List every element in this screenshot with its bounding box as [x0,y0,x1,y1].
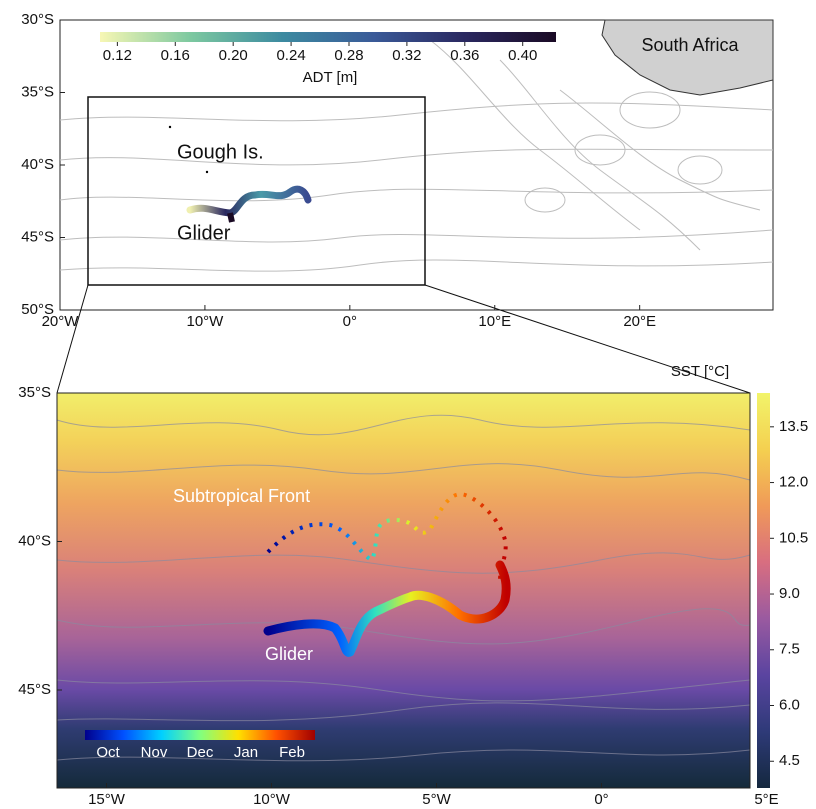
colorbar-tick-label: 4.5 [779,752,800,769]
time-label: Dec [187,744,214,761]
y-tick-label: 50°S [21,301,54,318]
colorbar [85,730,315,740]
glider-track [263,560,511,657]
sst-field [57,393,750,788]
bottom-map: Subtropical Front Glider SST [°C] [56,363,751,789]
colorbar-tick-label: 0.24 [276,47,305,64]
track-label: Glider [177,222,231,244]
x-tick-label: 5°W [422,791,451,804]
zoom-line [56,284,89,394]
colorbar-tick-label: 0.36 [450,47,479,64]
colorbar-tick-label: 0.12 [103,47,132,64]
land-label: South Africa [641,35,739,55]
colorbar-tick-label: 12.0 [779,474,808,491]
colorbar [100,32,556,42]
x-tick-label: 5°E [754,791,778,804]
colorbar-tick-label: 9.0 [779,585,800,602]
colorbar-tick-label: 10.5 [779,529,808,546]
front-label: Subtropical Front [173,486,310,506]
x-tick-label: 10°W [186,313,224,330]
adt-glider-track [186,185,312,217]
y-tick-label: 45°S [18,681,51,698]
y-tick-label: 40°S [21,156,54,173]
time-label: Nov [141,744,168,761]
colorbar-tick-label: 6.0 [779,696,800,713]
colorbar-tick-label: 7.5 [779,641,800,658]
y-tick-label: 35°S [18,384,51,401]
sst-contours [56,414,751,762]
top-map: South Africa Gough Is. Glider ADT [m] [59,19,774,311]
zoom-line [424,284,751,394]
colorbar-tick-label: 0.20 [219,47,248,64]
island-dot [168,125,172,129]
track-label: Glider [265,644,313,664]
x-tick-label: 0° [343,313,357,330]
time-label: Jan [234,744,258,761]
y-tick-label: 35°S [21,83,54,100]
x-tick-label: 20°E [623,313,656,330]
x-tick-label: 10°W [253,791,291,804]
glider-stars [266,492,508,581]
island-label: Gough Is. [177,141,264,163]
y-tick-label: 45°S [21,228,54,245]
colorbar-tick-label: 0.32 [392,47,421,64]
colorbar-tick-label: 0.40 [508,47,537,64]
island-dot [205,170,209,174]
y-tick-label: 40°S [18,532,51,549]
colorbar [757,393,770,788]
colorbar-tick-label: 0.28 [334,47,363,64]
x-tick-label: 15°W [88,791,126,804]
x-tick-label: 0° [594,791,608,804]
x-tick-label: 10°E [478,313,511,330]
colorbar-label: ADT [m] [303,69,358,86]
x-tick-label: 20°W [42,313,80,330]
y-tick-label: 30°S [21,11,54,28]
colorbar-label: SST [°C] [671,363,729,380]
colorbar-tick-label: 13.5 [779,418,808,435]
inset-box [87,96,426,286]
colorbar-tick-label: 0.16 [161,47,190,64]
land-south-africa [601,19,774,96]
bottom-map-frame [56,392,751,789]
time-label: Feb [279,744,305,761]
time-label: Oct [96,744,120,761]
adt-glider-track-loop [227,212,235,223]
adt-contours [59,39,774,272]
